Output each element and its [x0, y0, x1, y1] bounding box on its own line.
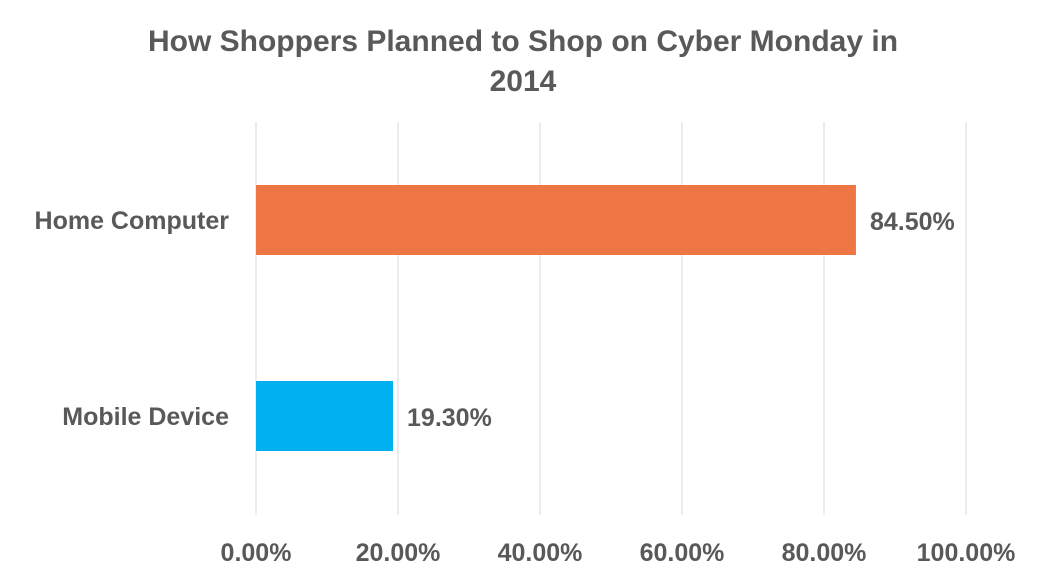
category-label: Mobile Device — [62, 403, 229, 431]
chart-title: How Shoppers Planned to Shop on Cyber Mo… — [0, 22, 1046, 102]
x-tick-label: 0.00% — [221, 539, 292, 567]
data-label: 19.30% — [407, 404, 492, 432]
x-tick-label: 60.00% — [640, 539, 725, 567]
x-tick-label: 20.00% — [356, 539, 441, 567]
x-tick-label: 80.00% — [782, 539, 867, 567]
x-tick-label: 100.00% — [917, 539, 1016, 567]
data-label: 84.50% — [870, 208, 955, 236]
bar-home-computer — [256, 185, 856, 255]
chart-title-line-1: How Shoppers Planned to Shop on Cyber Mo… — [147, 25, 899, 58]
x-tick-label: 40.00% — [498, 539, 583, 567]
chart-title-line-2: 2014 — [489, 65, 557, 98]
category-label: Home Computer — [35, 207, 230, 235]
bar-mobile-device — [256, 381, 394, 451]
